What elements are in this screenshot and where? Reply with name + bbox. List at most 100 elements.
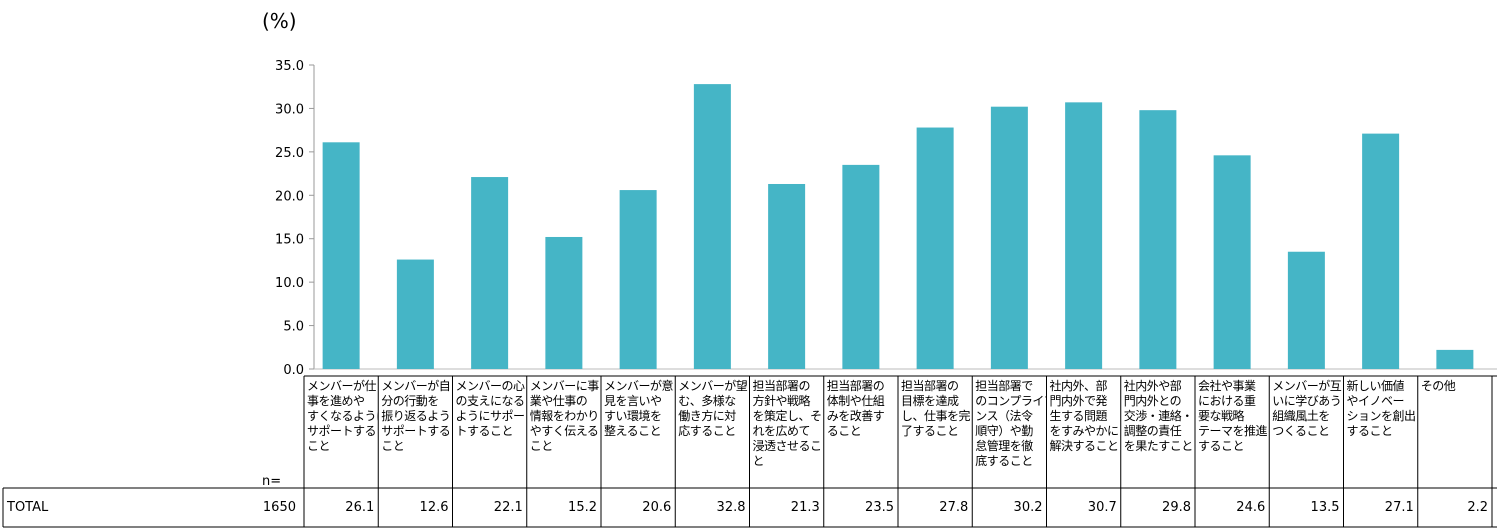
- category-label-line: 見を言いや: [604, 394, 662, 408]
- category-label-line: サポートする: [307, 424, 377, 438]
- category-label-line: のコンプライア: [975, 394, 1046, 408]
- category-label-line: 門内外との: [1123, 394, 1182, 408]
- y-tick-label: 15.0: [275, 233, 304, 248]
- category-label-line: こと: [307, 439, 331, 453]
- y-tick-label: 30.0: [275, 102, 304, 117]
- value-cell: 12.6: [419, 500, 449, 515]
- bar: [842, 164, 880, 369]
- category-label-line: 業や仕事の: [529, 394, 588, 408]
- value-cell: 26.1: [345, 500, 375, 515]
- bar: [619, 190, 657, 369]
- category-label-line: メンバーが互: [1272, 379, 1342, 393]
- y-tick-label: 0.0: [283, 363, 304, 378]
- bar: [471, 177, 509, 369]
- category-label-line: を策定し、そ: [752, 409, 823, 423]
- category-label-line: 方針や戦略: [752, 394, 811, 408]
- n-header: n=: [262, 474, 282, 489]
- category-label-line: こと: [529, 439, 554, 453]
- category-label: 担当部署の 方針や戦略 を策定し、そ れを広めて 浸透させること: [750, 377, 824, 487]
- data-table-grid: [2, 375, 1497, 528]
- value-cell: 30.2: [1013, 500, 1043, 515]
- bar: [768, 183, 806, 369]
- category-label-line: 担当部署で: [975, 379, 1033, 393]
- category-label-line: 社内外や部: [1123, 379, 1182, 393]
- category-label-line: その他: [1420, 379, 1456, 393]
- bar: [1362, 133, 1400, 369]
- category-label-line: 働き方に対: [678, 409, 736, 423]
- category-label: メンバーが互 いに学びあう 組織風土を つくること: [1269, 377, 1343, 487]
- value-cell: 13.5: [1310, 500, 1340, 515]
- category-label-line: 体制や仕組: [826, 394, 885, 408]
- value-cell: 20.6: [642, 500, 672, 515]
- category-label-line: をすみやかに: [1049, 424, 1120, 438]
- value-cell: 24.6: [1236, 500, 1266, 515]
- bar: [1436, 349, 1474, 369]
- bar: [1287, 251, 1325, 369]
- category-label-line: ンス（法令: [975, 409, 1033, 423]
- category-label-line: 底すること: [975, 454, 1033, 468]
- category-label: その他: [1418, 377, 1492, 487]
- category-label-line: やイノベー: [1346, 394, 1405, 408]
- category-label-line: メンバーの心: [455, 379, 526, 393]
- category-label: 担当部署の 目標を達成 し、仕事を完 了すること: [898, 377, 972, 487]
- value-cell: 29.8: [1162, 500, 1191, 515]
- n-value: 1650: [262, 500, 296, 515]
- category-label-line: 解決すること: [1049, 439, 1120, 453]
- category-label-line: 事を進めや: [307, 394, 365, 408]
- row-label-total: TOTAL: [7, 500, 49, 515]
- category-label-line: における重: [1198, 394, 1256, 408]
- category-label: メンバーが意 見を言いや すい環境を 整えること: [601, 377, 675, 487]
- category-label-line: 浸透させるこ: [752, 439, 823, 453]
- value-cell: 22.1: [493, 500, 523, 515]
- y-tick-label: 10.0: [275, 276, 304, 291]
- y-tick-label: 35.0: [275, 59, 304, 74]
- category-label-line: 振り返るよう: [381, 409, 451, 423]
- bar: [990, 106, 1028, 369]
- y-axis-unit-label: (%): [262, 9, 297, 33]
- category-label-line: メンバーが望: [678, 379, 748, 393]
- category-label: 担当部署の 体制や仕組 みを改善す ること: [824, 377, 898, 487]
- category-label-line: 調整の責任: [1123, 424, 1182, 438]
- category-label: 社内外、部 門内外で発 生する問題 をすみやかに 解決すること: [1047, 377, 1121, 487]
- category-label-line: つくること: [1272, 424, 1330, 438]
- category-label-line: みを改善す: [826, 409, 885, 423]
- category-label-line: テーマを推進: [1198, 424, 1268, 438]
- category-label: メンバーに事 業や仕事の 情報をわかり やすく伝える こと: [527, 377, 601, 487]
- category-label-line: こと: [381, 439, 405, 453]
- value-cell: 15.2: [568, 500, 597, 515]
- bar: [322, 142, 360, 369]
- y-tick-label: 5.0: [283, 320, 304, 335]
- category-label-line: ること: [826, 424, 862, 438]
- category-label: メンバーが自 分の行動を 振り返るよう サポートする こと: [378, 377, 452, 487]
- value-cell: 21.3: [790, 500, 820, 515]
- category-label-line: 社内外、部: [1049, 379, 1108, 393]
- category-label-line: 要な戦略: [1198, 409, 1245, 423]
- category-label-line: いに学びあう: [1272, 394, 1342, 408]
- category-label-line: 応すること: [678, 424, 736, 438]
- category-label-line: やすく伝える: [529, 424, 599, 438]
- bar: [916, 127, 954, 369]
- category-label-line: れを広めて: [752, 424, 811, 438]
- category-label-line: し、仕事を完: [901, 409, 971, 423]
- category-label-line: む、多様な: [678, 394, 736, 408]
- category-label-line: サポートする: [381, 424, 451, 438]
- category-label-line: 組織風土を: [1272, 409, 1330, 423]
- category-label: メンバーが仕事を進めやすくなるようにサポートすること: [304, 377, 378, 487]
- y-axis: 0.0 5.0 10.0 15.0 20.0 25.0 30.0 35.0: [275, 59, 1497, 378]
- value-cell: 23.5: [865, 500, 894, 515]
- category-label: メンバーが望 む、多様な 働き方に対 応すること: [675, 377, 749, 487]
- category-label: 新しい価値 やイノベー ションを創出 すること: [1344, 377, 1418, 487]
- category-label-line: 門内外で発: [1049, 394, 1108, 408]
- category-label-line: 分の行動を: [381, 394, 439, 408]
- category-label-line: 順守）や勤: [975, 424, 1033, 438]
- category-label-line: メンバーに事: [529, 379, 600, 393]
- category-label-line: 会社や事業: [1198, 379, 1256, 393]
- category-label-line: 担当部署の: [752, 379, 811, 393]
- bar: [693, 84, 731, 369]
- category-label-line: 了すること: [901, 424, 959, 438]
- bar: [545, 236, 583, 369]
- category-label-line: メンバーが仕: [307, 379, 377, 393]
- bar: [396, 259, 434, 369]
